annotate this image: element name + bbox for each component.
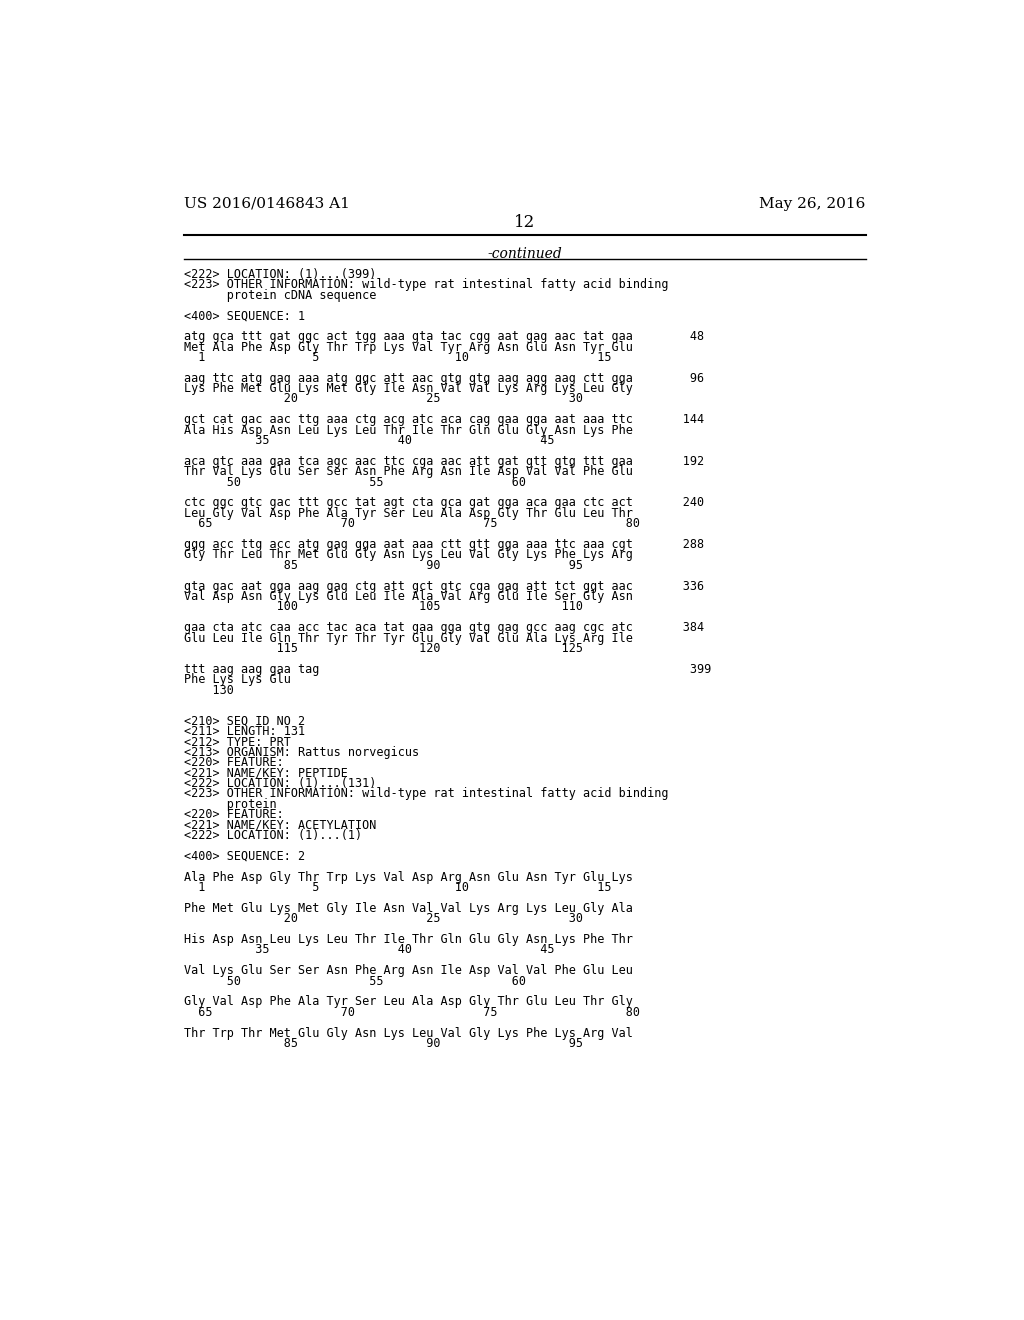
Text: Phe Lys Lys Glu: Phe Lys Lys Glu xyxy=(183,673,291,686)
Text: 100                 105                 110: 100 105 110 xyxy=(183,601,583,614)
Text: 130: 130 xyxy=(183,684,233,697)
Text: ctc ggc gtc gac ttt gcc tat agt cta gca gat gga aca gaa ctc act       240: ctc ggc gtc gac ttt gcc tat agt cta gca … xyxy=(183,496,703,510)
Text: gta gac aat gga aag gag ctg att gct gtc cga gag att tct ggt aac       336: gta gac aat gga aag gag ctg att gct gtc … xyxy=(183,579,703,593)
Text: Met Ala Phe Asp Gly Thr Trp Lys Val Tyr Arg Asn Glu Asn Tyr Glu: Met Ala Phe Asp Gly Thr Trp Lys Val Tyr … xyxy=(183,341,633,354)
Text: ttt aag aag gaa tag                                                    399: ttt aag aag gaa tag 399 xyxy=(183,663,711,676)
Text: 35                  40                  45: 35 40 45 xyxy=(183,944,554,957)
Text: Gly Val Asp Phe Ala Tyr Ser Leu Ala Asp Gly Thr Glu Leu Thr Gly: Gly Val Asp Phe Ala Tyr Ser Leu Ala Asp … xyxy=(183,995,633,1008)
Text: <223> OTHER INFORMATION: wild-type rat intestinal fatty acid binding: <223> OTHER INFORMATION: wild-type rat i… xyxy=(183,788,669,800)
Text: Ala His Asp Asn Leu Lys Leu Thr Ile Thr Gln Glu Gly Asn Lys Phe: Ala His Asp Asn Leu Lys Leu Thr Ile Thr … xyxy=(183,424,633,437)
Text: 1               5                   10                  15: 1 5 10 15 xyxy=(183,351,611,364)
Text: <212> TYPE: PRT: <212> TYPE: PRT xyxy=(183,735,291,748)
Text: 50                  55                  60: 50 55 60 xyxy=(183,475,525,488)
Text: Lys Phe Met Glu Lys Met Gly Ile Asn Val Val Lys Arg Lys Leu Gly: Lys Phe Met Glu Lys Met Gly Ile Asn Val … xyxy=(183,381,633,395)
Text: <213> ORGANISM: Rattus norvegicus: <213> ORGANISM: Rattus norvegicus xyxy=(183,746,419,759)
Text: 1               5                   10                  15: 1 5 10 15 xyxy=(183,880,611,894)
Text: <210> SEQ ID NO 2: <210> SEQ ID NO 2 xyxy=(183,714,305,727)
Text: 20                  25                  30: 20 25 30 xyxy=(183,912,583,925)
Text: Leu Gly Val Asp Phe Ala Tyr Ser Leu Ala Asp Gly Thr Glu Leu Thr: Leu Gly Val Asp Phe Ala Tyr Ser Leu Ala … xyxy=(183,507,633,520)
Text: Gly Thr Leu Thr Met Glu Gly Asn Lys Leu Val Gly Lys Phe Lys Arg: Gly Thr Leu Thr Met Glu Gly Asn Lys Leu … xyxy=(183,548,633,561)
Text: <400> SEQUENCE: 1: <400> SEQUENCE: 1 xyxy=(183,309,305,322)
Text: May 26, 2016: May 26, 2016 xyxy=(760,197,866,211)
Text: Val Asp Asn Gly Lys Glu Leu Ile Ala Val Arg Glu Ile Ser Gly Asn: Val Asp Asn Gly Lys Glu Leu Ile Ala Val … xyxy=(183,590,633,603)
Text: gaa cta atc caa acc tac aca tat gaa gga gtg gag gcc aag cgc atc       384: gaa cta atc caa acc tac aca tat gaa gga … xyxy=(183,622,703,634)
Text: US 2016/0146843 A1: US 2016/0146843 A1 xyxy=(183,197,349,211)
Text: His Asp Asn Leu Lys Leu Thr Ile Thr Gln Glu Gly Asn Lys Phe Thr: His Asp Asn Leu Lys Leu Thr Ile Thr Gln … xyxy=(183,933,633,946)
Text: protein cDNA sequence: protein cDNA sequence xyxy=(183,289,376,301)
Text: 115                 120                 125: 115 120 125 xyxy=(183,642,583,655)
Text: ggg acc ttg acc atg gag gga aat aaa ctt gtt gga aaa ttc aaa cgt       288: ggg acc ttg acc atg gag gga aat aaa ctt … xyxy=(183,539,703,550)
Text: 65                  70                  75                  80: 65 70 75 80 xyxy=(183,1006,640,1019)
Text: <221> NAME/KEY: ACETYLATION: <221> NAME/KEY: ACETYLATION xyxy=(183,818,376,832)
Text: <222> LOCATION: (1)...(1): <222> LOCATION: (1)...(1) xyxy=(183,829,361,842)
Text: <220> FEATURE:: <220> FEATURE: xyxy=(183,808,284,821)
Text: 12: 12 xyxy=(514,214,536,231)
Text: 50                  55                  60: 50 55 60 xyxy=(183,974,525,987)
Text: gct cat gac aac ttg aaa ctg acg atc aca cag gaa gga aat aaa ttc       144: gct cat gac aac ttg aaa ctg acg atc aca … xyxy=(183,413,703,426)
Text: aag ttc atg gag aaa atg ggc att aac gtg gtg aag agg aag ctt gga        96: aag ttc atg gag aaa atg ggc att aac gtg … xyxy=(183,372,703,384)
Text: 85                  90                  95: 85 90 95 xyxy=(183,1038,583,1049)
Text: atg gca ttt gat ggc act tgg aaa gta tac cgg aat gag aac tat gaa        48: atg gca ttt gat ggc act tgg aaa gta tac … xyxy=(183,330,703,343)
Text: aca gtc aaa gaa tca agc aac ttc cga aac att gat gtt gtg ttt gaa       192: aca gtc aaa gaa tca agc aac ttc cga aac … xyxy=(183,455,703,467)
Text: <222> LOCATION: (1)...(131): <222> LOCATION: (1)...(131) xyxy=(183,777,376,791)
Text: Thr Trp Thr Met Glu Gly Asn Lys Leu Val Gly Lys Phe Lys Arg Val: Thr Trp Thr Met Glu Gly Asn Lys Leu Val … xyxy=(183,1027,633,1040)
Text: 65                  70                  75                  80: 65 70 75 80 xyxy=(183,517,640,531)
Text: 20                  25                  30: 20 25 30 xyxy=(183,392,583,405)
Text: <221> NAME/KEY: PEPTIDE: <221> NAME/KEY: PEPTIDE xyxy=(183,767,348,780)
Text: 35                  40                  45: 35 40 45 xyxy=(183,434,554,447)
Text: <400> SEQUENCE: 2: <400> SEQUENCE: 2 xyxy=(183,850,305,863)
Text: 85                  90                  95: 85 90 95 xyxy=(183,558,583,572)
Text: Val Lys Glu Ser Ser Asn Phe Arg Asn Ile Asp Val Val Phe Glu Leu: Val Lys Glu Ser Ser Asn Phe Arg Asn Ile … xyxy=(183,964,633,977)
Text: -continued: -continued xyxy=(487,247,562,261)
Text: <223> OTHER INFORMATION: wild-type rat intestinal fatty acid binding: <223> OTHER INFORMATION: wild-type rat i… xyxy=(183,279,669,292)
Text: <220> FEATURE:: <220> FEATURE: xyxy=(183,756,284,770)
Text: <211> LENGTH: 131: <211> LENGTH: 131 xyxy=(183,725,305,738)
Text: Glu Leu Ile Gln Thr Tyr Thr Tyr Glu Gly Val Glu Ala Lys Arg Ile: Glu Leu Ile Gln Thr Tyr Thr Tyr Glu Gly … xyxy=(183,631,633,644)
Text: protein: protein xyxy=(183,797,276,810)
Text: Ala Phe Asp Gly Thr Trp Lys Val Asp Arg Asn Glu Asn Tyr Glu Lys: Ala Phe Asp Gly Thr Trp Lys Val Asp Arg … xyxy=(183,871,633,883)
Text: Thr Val Lys Glu Ser Ser Asn Phe Arg Asn Ile Asp Val Val Phe Glu: Thr Val Lys Glu Ser Ser Asn Phe Arg Asn … xyxy=(183,465,633,478)
Text: <222> LOCATION: (1)...(399): <222> LOCATION: (1)...(399) xyxy=(183,268,376,281)
Text: Phe Met Glu Lys Met Gly Ile Asn Val Val Lys Arg Lys Leu Gly Ala: Phe Met Glu Lys Met Gly Ile Asn Val Val … xyxy=(183,902,633,915)
